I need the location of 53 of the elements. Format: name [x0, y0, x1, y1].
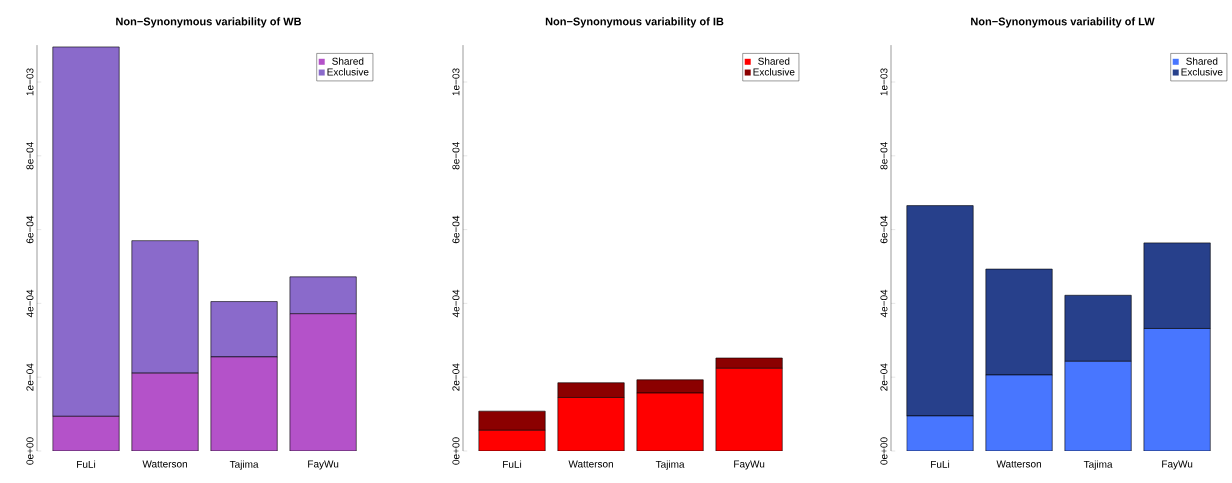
legend-label: Exclusive [1181, 68, 1223, 76]
bar [557, 397, 625, 451]
y-tick-label: 6e−04 [26, 215, 34, 244]
x-tick-label: Tajima [229, 460, 259, 470]
y-tick-label: 2e−04 [452, 363, 460, 391]
bar [906, 415, 974, 451]
legend-label: Shared [1186, 57, 1218, 65]
chart-title: Non−Synonymous variability of IB [545, 17, 724, 28]
y-tick-label: 2e−04 [26, 363, 34, 391]
bar [1064, 361, 1132, 451]
x-tick-label: FayWu [308, 460, 339, 470]
y-tick-label: 0e+00 [26, 437, 34, 465]
x-tick-label: FuLi [77, 460, 96, 468]
y-tick-label: 1e−03 [26, 68, 34, 96]
bar [636, 379, 704, 394]
y-tick-label: 2e−04 [880, 363, 888, 391]
y-tick-label: 0e+00 [452, 437, 460, 465]
bar [985, 374, 1053, 451]
legend-label: Shared [332, 57, 364, 65]
bar [131, 373, 199, 451]
bar [1143, 328, 1211, 451]
x-tick-label: FayWu [734, 460, 765, 470]
y-tick-label: 6e−04 [452, 215, 460, 244]
chart-title: Non−Synonymous variability of LW [971, 17, 1155, 28]
y-tick-label: 6e−04 [880, 215, 888, 244]
y-tick-label: 4e−04 [880, 289, 888, 318]
y-tick-label: 1e−03 [452, 68, 460, 96]
x-tick-label: FuLi [503, 460, 522, 468]
y-tick-label: 4e−04 [26, 289, 34, 318]
x-tick-label: Watterson [568, 460, 613, 468]
legend-label: Shared [758, 57, 790, 65]
y-tick-label: 8e−04 [452, 142, 460, 170]
y-tick-label: 8e−04 [880, 142, 888, 170]
legend-label: Exclusive [753, 68, 795, 76]
bar [636, 393, 704, 451]
y-tick-label: 1e−03 [880, 68, 888, 96]
chart-title: Non−Synonymous variability of WB [116, 17, 302, 28]
y-tick-label: 0e+00 [880, 437, 888, 465]
bar [715, 368, 783, 451]
legend-label: Exclusive [327, 68, 369, 76]
y-tick-label: 8e−04 [26, 142, 34, 170]
x-tick-label: Watterson [142, 460, 187, 468]
y-tick-label: 4e−04 [452, 289, 460, 318]
bar [557, 382, 625, 398]
x-tick-label: FayWu [1162, 460, 1193, 470]
x-tick-label: Watterson [996, 460, 1041, 468]
bar [289, 313, 357, 451]
x-tick-label: Tajima [1083, 460, 1113, 470]
bar [478, 430, 546, 451]
x-tick-label: Tajima [655, 460, 685, 470]
x-tick-label: FuLi [931, 460, 950, 468]
bar [52, 416, 120, 451]
bar [210, 356, 278, 451]
